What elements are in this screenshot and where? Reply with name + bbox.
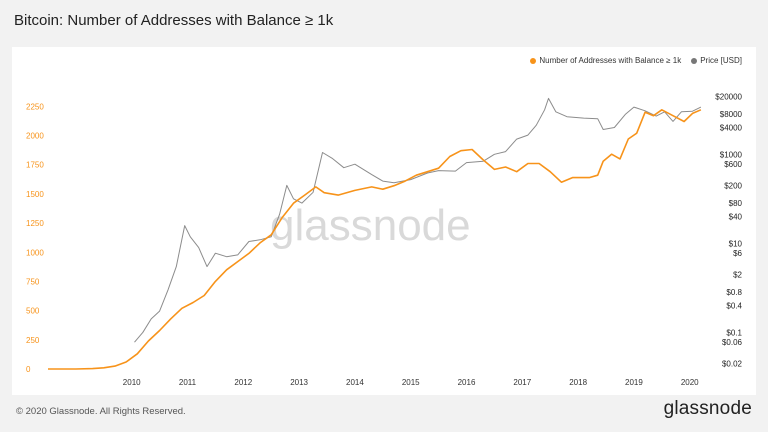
page-title: Bitcoin: Number of Addresses with Balanc… <box>14 12 334 29</box>
chart-legend: Number of Addresses with Balance ≥ 1k Pr… <box>530 56 742 65</box>
series-line-price <box>134 97 702 343</box>
y-left-tick-label: 1750 <box>26 161 44 170</box>
y-right-tick-label: $200 <box>724 181 742 190</box>
x-tick-label: 2019 <box>625 378 643 387</box>
y-left-tick-label: 1000 <box>26 248 44 257</box>
x-tick-label: 2015 <box>402 378 420 387</box>
y-right-tick-label: $40 <box>729 213 743 222</box>
y-right-tick-label: $8000 <box>720 110 743 119</box>
chart-svg: glassnode 0 250 500 750 1000 1250 1500 1750 2000… <box>26 92 743 387</box>
y-left-tick-label: 2000 <box>26 132 44 141</box>
y-left-tick-label: 0 <box>26 365 31 374</box>
y-left-tick-label: 750 <box>26 277 40 286</box>
y-left-tick-label: 1500 <box>26 190 44 199</box>
x-tick-label: 2014 <box>346 378 364 387</box>
glassnode-logo[interactable]: glassnode <box>663 398 752 419</box>
y-right-tick-label: $0.8 <box>726 288 742 297</box>
x-tick-label: 2013 <box>290 378 308 387</box>
legend-item-price[interactable]: Price [USD] <box>691 56 742 65</box>
legend-dot-addresses <box>530 57 537 64</box>
y-right-tick-label: $4000 <box>720 124 743 133</box>
y-left-tick-label: 500 <box>26 307 40 316</box>
x-tick-label: 2018 <box>569 378 587 387</box>
y-right-tick-label: $2 <box>733 270 742 279</box>
watermark: glassnode <box>270 201 471 250</box>
y-left-tick-label: 1250 <box>26 219 44 228</box>
y-right-tick-label: $6 <box>733 249 742 258</box>
x-tick-label: 2020 <box>681 378 699 387</box>
legend-item-addresses[interactable]: Number of Addresses with Balance ≥ 1k <box>530 56 681 65</box>
y-right-tick-label: $0.4 <box>726 302 742 311</box>
legend-label-price: Price [USD] <box>700 56 742 65</box>
y-right-tick-label: $600 <box>724 160 742 169</box>
legend-dot-price <box>691 57 698 64</box>
y-right-tick-label: $10 <box>729 239 743 248</box>
copyright-text: © 2020 Glassnode. All Rights Reserved. <box>16 406 186 417</box>
y-right-tick-label: $20000 <box>715 92 742 101</box>
y-left-tick-label: 2250 <box>26 102 44 111</box>
x-tick-label: 2010 <box>123 378 141 387</box>
legend-label-addresses: Number of Addresses with Balance ≥ 1k <box>539 56 682 65</box>
x-tick-label: 2011 <box>179 378 197 387</box>
x-tick-label: 2016 <box>458 378 476 387</box>
y-right-tick-label: $0.1 <box>726 328 742 337</box>
x-tick-label: 2017 <box>513 378 531 387</box>
chart-panel: glassnode 0 250 500 750 1000 1250 1500 1750 2000… <box>12 47 756 395</box>
y-left-tick-label: 250 <box>26 336 40 345</box>
y-right-tick-label: $1000 <box>720 150 743 159</box>
series-line-addresses <box>48 109 702 370</box>
x-tick-label: 2012 <box>234 378 252 387</box>
y-right-tick-label: $0.06 <box>722 338 743 347</box>
y-right-tick-label: $0.02 <box>722 359 743 368</box>
y-right-tick-label: $80 <box>729 199 743 208</box>
